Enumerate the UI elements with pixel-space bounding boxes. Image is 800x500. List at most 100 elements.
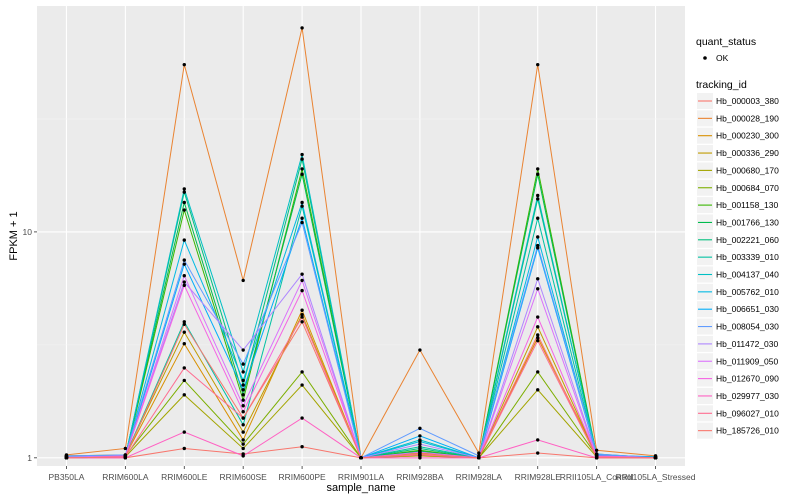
data-point — [241, 383, 245, 387]
legend-label: Hb_000230_300 — [716, 131, 779, 141]
data-point — [536, 451, 540, 455]
data-point — [182, 280, 186, 284]
data-point — [182, 258, 186, 262]
series-points — [64, 26, 658, 460]
data-point — [241, 442, 245, 446]
x-tick-label: RRIM928LE — [515, 472, 562, 482]
data-point — [182, 378, 186, 383]
legend-label: Hb_002221_060 — [716, 235, 779, 245]
data-point — [300, 152, 304, 157]
legend-label: Hb_185726_010 — [716, 426, 779, 436]
data-point — [241, 348, 245, 352]
data-point — [123, 446, 128, 451]
data-point — [536, 388, 540, 392]
data-point — [241, 430, 245, 434]
legend-label: Hb_006651_030 — [716, 304, 779, 314]
data-point — [536, 336, 540, 340]
legend-label: Hb_003339_010 — [716, 252, 779, 262]
data-point — [300, 383, 304, 387]
data-point — [418, 442, 422, 446]
x-tick-label: RRIM600LE — [161, 472, 208, 482]
data-point — [182, 187, 186, 191]
data-point — [536, 216, 540, 220]
data-point — [64, 456, 69, 460]
data-point — [241, 362, 245, 366]
data-point — [241, 278, 245, 283]
data-point — [418, 452, 422, 456]
data-point — [182, 320, 186, 324]
data-point — [182, 330, 186, 334]
legend-label: Hb_000028_190 — [716, 113, 779, 123]
y-axis: 1 10 — [23, 227, 37, 463]
legend-label: Hb_000003_380 — [716, 96, 779, 106]
data-point — [536, 315, 540, 319]
x-tick-label: RRIM901LA — [338, 472, 385, 482]
data-point — [182, 393, 186, 397]
data-point — [182, 200, 186, 205]
data-point — [241, 446, 245, 451]
legend-label: Hb_005762_010 — [716, 287, 779, 297]
x-tick-label: RRIM600SE — [220, 472, 268, 482]
y-tick-label: 1 — [27, 453, 32, 463]
data-point — [536, 338, 540, 343]
legend-label: Hb_000336_290 — [716, 148, 779, 158]
data-point — [300, 200, 304, 205]
x-tick-label: RRIM928BA — [396, 472, 444, 482]
legend-label: Hb_008054_030 — [716, 322, 779, 332]
data-point — [536, 193, 540, 198]
x-tick-label: PB350LA — [48, 472, 84, 482]
legend-label: Hb_001766_130 — [716, 217, 779, 227]
data-point — [182, 342, 186, 346]
data-point — [241, 393, 245, 397]
data-point — [418, 439, 422, 444]
data-point — [536, 333, 540, 337]
legend-tracking-id: tracking_id Hb_000003_380 Hb_000028_190 Hb… — [696, 79, 779, 439]
data-point — [594, 456, 599, 460]
data-point — [241, 423, 245, 427]
data-point — [300, 445, 304, 449]
data-point — [241, 378, 245, 383]
data-point — [359, 456, 363, 460]
data-point — [418, 426, 422, 431]
data-point — [241, 438, 245, 442]
data-point — [182, 273, 186, 278]
legend-label: Hb_011909_050 — [716, 356, 779, 366]
data-point — [536, 172, 540, 176]
data-point — [182, 322, 186, 326]
legend-quant-label: OK — [716, 53, 729, 63]
data-point — [536, 438, 540, 442]
data-point — [182, 430, 186, 434]
data-point — [300, 272, 304, 276]
data-point — [536, 370, 540, 374]
data-point — [536, 277, 540, 281]
data-point — [418, 456, 422, 460]
x-axis-title: sample_name — [326, 482, 395, 494]
data-point — [300, 288, 304, 293]
data-point — [653, 456, 658, 460]
data-point — [182, 190, 186, 194]
legend-label: Hb_000684_070 — [716, 183, 779, 193]
legend-label: Hb_011472_030 — [716, 339, 779, 349]
x-tick-label: RRIM928LA — [456, 472, 503, 482]
legend-label: Hb_029977_030 — [716, 391, 779, 401]
data-point — [182, 366, 186, 370]
data-point — [241, 410, 245, 414]
legend-label: Hb_001158_130 — [716, 200, 779, 210]
data-point — [300, 416, 304, 420]
y-tick-label: 10 — [23, 227, 33, 237]
data-point — [241, 388, 245, 392]
data-point — [536, 235, 540, 239]
data-point — [241, 404, 245, 408]
legend-quant-status: quant_status OK — [696, 36, 756, 63]
y-axis-title: FPKM + 1 — [8, 211, 20, 260]
legend-label: Hb_004137_040 — [716, 270, 779, 280]
legend-quant-title: quant_status — [696, 36, 756, 48]
data-point — [300, 220, 304, 225]
data-point — [241, 416, 245, 420]
x-tick-label: RRIM600LA — [102, 472, 149, 482]
data-point — [418, 348, 422, 352]
data-point — [300, 308, 304, 312]
legend-label: Hb_096027_010 — [716, 408, 779, 418]
data-point — [182, 283, 186, 288]
data-point — [182, 62, 186, 67]
